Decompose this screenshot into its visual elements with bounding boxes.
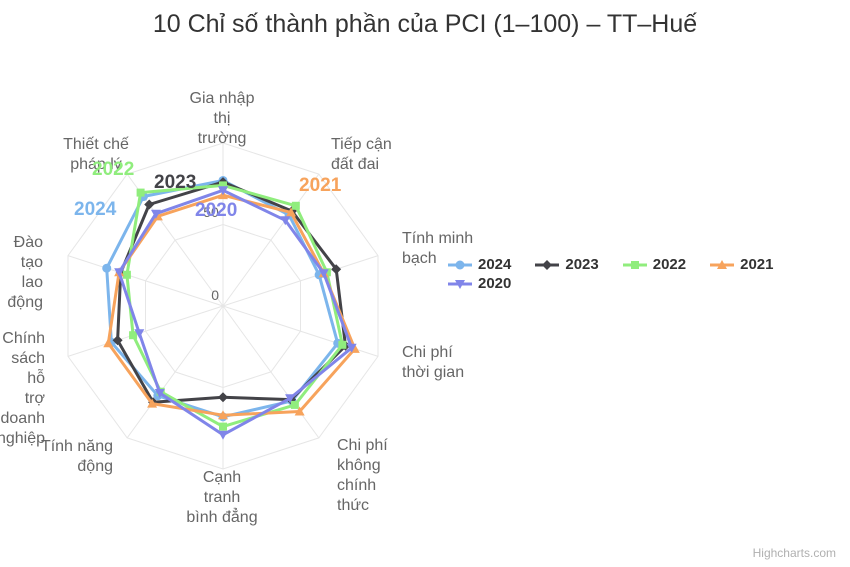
data-point[interactable] [147, 398, 158, 408]
axis-label-0: Gia nhập thị trường [189, 90, 255, 147]
axis-label-9: Thiết chế pháp lý [63, 136, 129, 173]
data-point[interactable] [219, 422, 227, 431]
data-point[interactable] [218, 430, 228, 440]
data-point[interactable] [218, 392, 228, 403]
data-point[interactable] [114, 268, 125, 278]
legend-item-2024[interactable]: 2024 [448, 256, 511, 273]
axis-label-3: Chi phí thời gian [402, 344, 465, 381]
legend-label: 2024 [478, 256, 512, 273]
data-point[interactable] [630, 260, 639, 269]
data-point[interactable] [542, 259, 553, 270]
data-point[interactable] [134, 329, 145, 339]
axis-label-6: Tính năng động [40, 438, 113, 475]
data-point[interactable] [144, 199, 155, 210]
legend-label: 2021 [740, 256, 774, 273]
series-label-2020: 2020 [195, 200, 238, 221]
data-point[interactable] [219, 181, 227, 190]
series-label-2022: 2022 [92, 159, 135, 180]
series-label-2023: 2023 [154, 172, 197, 193]
series-label-2024: 2024 [74, 199, 117, 220]
data-point[interactable] [152, 211, 163, 221]
legend-label: 2023 [565, 256, 599, 273]
legend-item-2021[interactable]: 2021 [710, 256, 774, 273]
chart-legend: 2024 2023 2022 2021 2020 [448, 256, 850, 292]
data-point[interactable] [338, 340, 347, 349]
data-point[interactable] [294, 406, 305, 416]
series-2020[interactable] [114, 186, 357, 440]
legend-marker-triangle-icon [710, 259, 735, 269]
legend-item-2020[interactable]: 2020 [448, 275, 511, 292]
legend-marker-square-icon [622, 260, 647, 269]
legend-item-2022[interactable]: 2022 [622, 256, 687, 273]
data-point[interactable] [218, 410, 228, 420]
data-point[interactable] [331, 264, 342, 275]
data-point[interactable] [154, 389, 165, 399]
series-label-2021: 2021 [299, 175, 342, 196]
axis-label-4: Chi phí không chính thức [337, 437, 388, 514]
axis-label-7: Chính sách hỗ trợ doanh nghiệp [0, 330, 45, 447]
data-point[interactable] [218, 186, 228, 196]
data-point[interactable] [455, 279, 465, 289]
axis-label-2: Tính minh bạch [402, 230, 474, 267]
data-point[interactable] [150, 209, 161, 219]
legend-marker-triangle-down-icon [448, 279, 472, 289]
chart-title: 10 Chỉ số thành phần của PCI (1–100) – T… [152, 10, 698, 38]
grid-ring [67, 142, 379, 470]
legend-item-2023[interactable]: 2023 [535, 256, 599, 273]
grid-ring [145, 223, 301, 389]
data-point[interactable] [291, 201, 300, 210]
data-point[interactable] [290, 400, 299, 409]
axis-label-8: Đào tạo lao động [7, 234, 43, 311]
axis-label-5: Cạnh tranh bình đẳng [186, 469, 258, 526]
yaxis-tick-0: 0 [211, 287, 219, 303]
data-point[interactable] [318, 269, 329, 279]
data-point[interactable] [717, 259, 728, 269]
data-point[interactable] [102, 263, 112, 273]
data-point[interactable] [455, 260, 465, 269]
data-point[interactable] [136, 188, 145, 197]
data-point[interactable] [285, 394, 296, 404]
legend-label: 2020 [478, 275, 512, 292]
data-point[interactable] [112, 335, 123, 346]
yaxis-tick-50: 50 [203, 204, 219, 220]
axis-label-1: Tiếp cận đất đai [331, 136, 392, 173]
data-point[interactable] [280, 216, 291, 226]
legend-label: 2022 [652, 256, 687, 273]
data-point[interactable] [103, 338, 114, 348]
highcharts-credits-link[interactable]: Highcharts.com [752, 546, 836, 560]
data-point[interactable] [129, 331, 138, 340]
data-point[interactable] [346, 343, 357, 353]
legend-marker-diamond-icon [535, 259, 560, 270]
data-point[interactable] [286, 207, 297, 217]
data-point[interactable] [122, 270, 131, 279]
legend-marker-circle-icon [448, 260, 472, 269]
